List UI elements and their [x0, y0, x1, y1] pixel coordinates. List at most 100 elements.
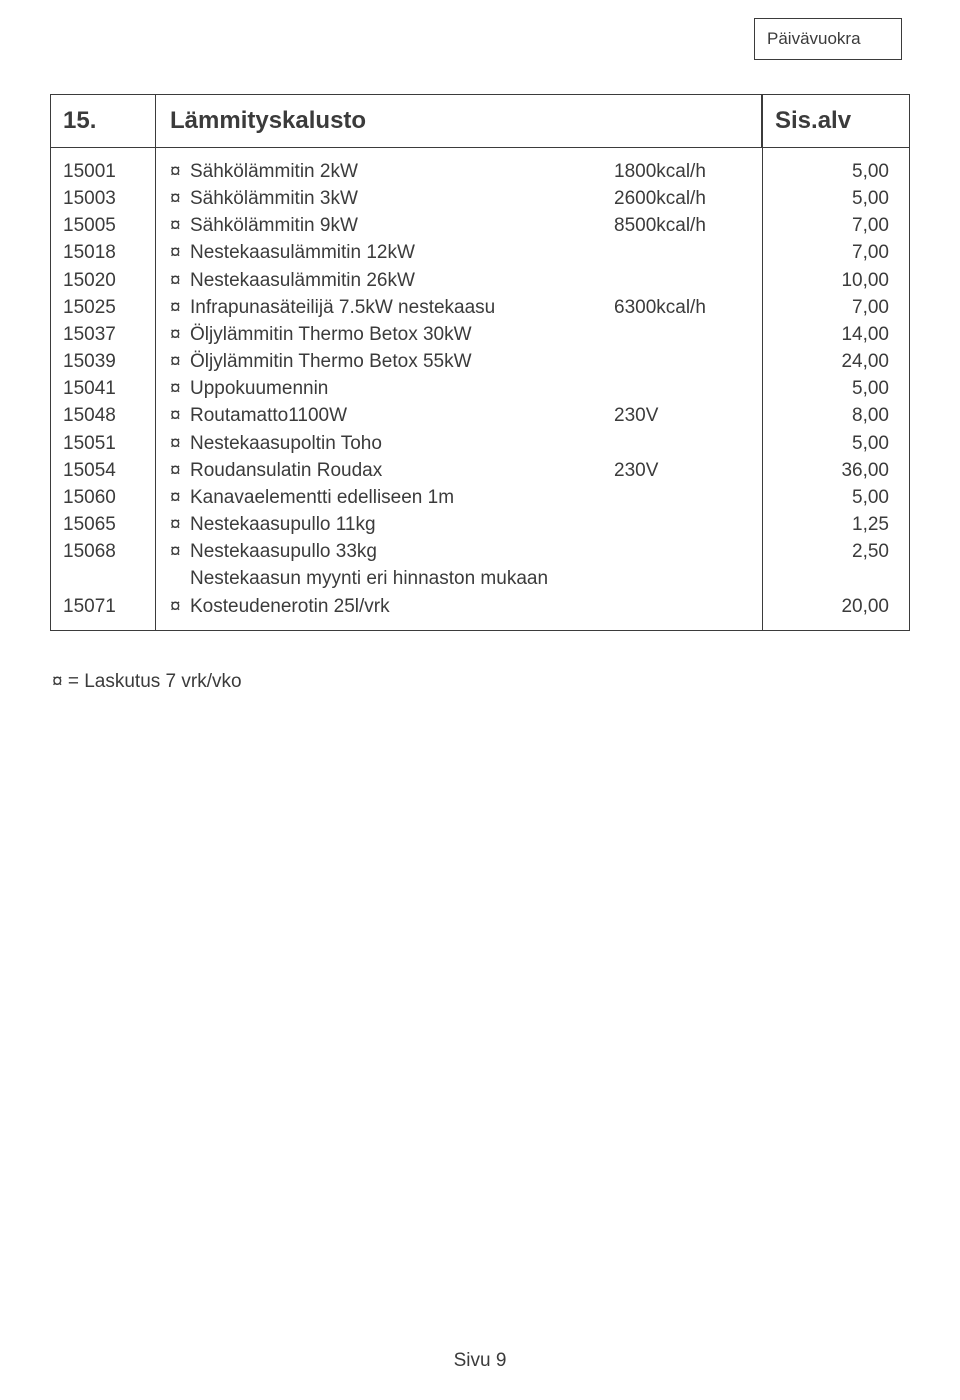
section-header-row: 15. Lämmityskalusto Sis.alv [50, 94, 910, 148]
item-code: 15018 [63, 239, 147, 266]
table-row-code: 15068 [63, 538, 147, 565]
table-row-code: 15041 [63, 375, 147, 402]
table-row-desc: ¤Nestekaasupullo 33kg [170, 538, 754, 565]
item-description: Nestekaasupoltin Toho [190, 430, 614, 457]
footnote: ¤ = Laskutus 7 vrk/vko [50, 671, 910, 693]
item-spec: 2600kcal/h [614, 185, 754, 212]
item-price: 1,25 [771, 511, 889, 538]
item-description: Roudansulatin Roudax [190, 457, 614, 484]
table-row-code: 15018 [63, 239, 147, 266]
item-price: 7,00 [771, 212, 889, 239]
item-spec [614, 348, 754, 375]
table-row-desc: ¤Infrapunasäteilijä 7.5kW nestekaasu6300… [170, 294, 754, 321]
table-row-desc: ¤Öljylämmitin Thermo Betox 55kW [170, 348, 754, 375]
table-row-price: 7,00 [771, 212, 889, 239]
table-row-price: 7,00 [771, 239, 889, 266]
item-code: 15039 [63, 348, 147, 375]
page-footer: Sivu 9 [0, 1350, 960, 1372]
footnote-text: ¤ = Laskutus 7 vrk/vko [52, 671, 242, 692]
table-row-code: 15025 [63, 294, 147, 321]
table-row-desc: ¤Kosteudenerotin 25l/vrk [170, 593, 754, 620]
item-description: Kosteudenerotin 25l/vrk [190, 593, 614, 620]
item-price: 5,00 [771, 430, 889, 457]
item-mark: ¤ [170, 538, 190, 565]
item-mark: ¤ [170, 239, 190, 266]
section-price-header: Sis.alv [775, 107, 851, 134]
item-mark: ¤ [170, 321, 190, 348]
item-code: 15003 [63, 185, 147, 212]
item-description: Uppokuumennin [190, 375, 614, 402]
table-row-price: 14,00 [771, 321, 889, 348]
table-row-code [63, 565, 147, 592]
item-code [63, 565, 147, 592]
item-code: 15025 [63, 294, 147, 321]
item-spec [614, 267, 754, 294]
item-price: 24,00 [771, 348, 889, 375]
table-row-desc: ¤Sähkölämmitin 3kW2600kcal/h [170, 185, 754, 212]
table-row-price: 8,00 [771, 402, 889, 429]
table-row-code: 15005 [63, 212, 147, 239]
table-row-desc: ¤Öljylämmitin Thermo Betox 30kW [170, 321, 754, 348]
table-row-code: 15065 [63, 511, 147, 538]
item-description: Nestekaasulämmitin 12kW [190, 239, 614, 266]
item-description: Öljylämmitin Thermo Betox 55kW [190, 348, 614, 375]
table-row-code: 15039 [63, 348, 147, 375]
item-price: 10,00 [771, 267, 889, 294]
table-row-code: 15051 [63, 430, 147, 457]
table-row-price: 5,00 [771, 430, 889, 457]
table-row-code: 15020 [63, 267, 147, 294]
item-spec: 6300kcal/h [614, 294, 754, 321]
item-spec: 230V [614, 402, 754, 429]
item-price: 20,00 [771, 593, 889, 620]
code-column: 1500115003150051501815020150251503715039… [50, 148, 156, 630]
item-description: Infrapunasäteilijä 7.5kW nestekaasu [190, 294, 614, 321]
item-mark: ¤ [170, 375, 190, 402]
item-code: 15048 [63, 402, 147, 429]
item-code: 15005 [63, 212, 147, 239]
table-row-price: 2,50 [771, 538, 889, 565]
item-description: Sähkölämmitin 3kW [190, 185, 614, 212]
item-code: 15020 [63, 267, 147, 294]
item-spec [614, 538, 754, 565]
table-row-code: 15054 [63, 457, 147, 484]
table-row-code: 15001 [63, 158, 147, 185]
item-mark: ¤ [170, 158, 190, 185]
table-row-price: 10,00 [771, 267, 889, 294]
page: Päivävuokra 15. Lämmityskalusto Sis.alv … [0, 0, 960, 1400]
item-description: Routamatto1100W [190, 402, 614, 429]
item-spec [614, 484, 754, 511]
item-mark [170, 565, 190, 592]
description-column: ¤Sähkölämmitin 2kW1800kcal/h¤Sähkölämmit… [156, 148, 762, 630]
item-mark: ¤ [170, 593, 190, 620]
item-description: Sähkölämmitin 9kW [190, 212, 614, 239]
section-price-header-cell: Sis.alv [762, 95, 910, 147]
table-row-desc: ¤Kanavaelementti edelliseen 1m [170, 484, 754, 511]
table-row-price: 1,25 [771, 511, 889, 538]
item-description: Sähkölämmitin 2kW [190, 158, 614, 185]
section-title: Lämmityskalusto [170, 107, 366, 134]
table-row-desc: ¤Routamatto1100W230V [170, 402, 754, 429]
table-row-desc: ¤Sähkölämmitin 2kW1800kcal/h [170, 158, 754, 185]
item-description: Nestekaasupullo 33kg [190, 538, 614, 565]
item-price: 14,00 [771, 321, 889, 348]
item-code: 15068 [63, 538, 147, 565]
table-row-desc: Nestekaasun myynti eri hinnaston mukaan [170, 565, 754, 592]
item-spec [614, 565, 754, 592]
table-row-price: 5,00 [771, 484, 889, 511]
item-price: 5,00 [771, 185, 889, 212]
item-price: 36,00 [771, 457, 889, 484]
item-description: Öljylämmitin Thermo Betox 30kW [190, 321, 614, 348]
item-price: 5,00 [771, 484, 889, 511]
table-row-desc: ¤Uppokuumennin [170, 375, 754, 402]
item-description: Kanavaelementti edelliseen 1m [190, 484, 614, 511]
item-price: 7,00 [771, 294, 889, 321]
item-price: 7,00 [771, 239, 889, 266]
item-spec [614, 321, 754, 348]
section-number: 15. [63, 107, 96, 134]
table-row-code: 15071 [63, 593, 147, 620]
table-row-desc: ¤Nestekaasupoltin Toho [170, 430, 754, 457]
item-spec: 8500kcal/h [614, 212, 754, 239]
item-spec [614, 593, 754, 620]
item-code: 15051 [63, 430, 147, 457]
table-row-price: 5,00 [771, 185, 889, 212]
